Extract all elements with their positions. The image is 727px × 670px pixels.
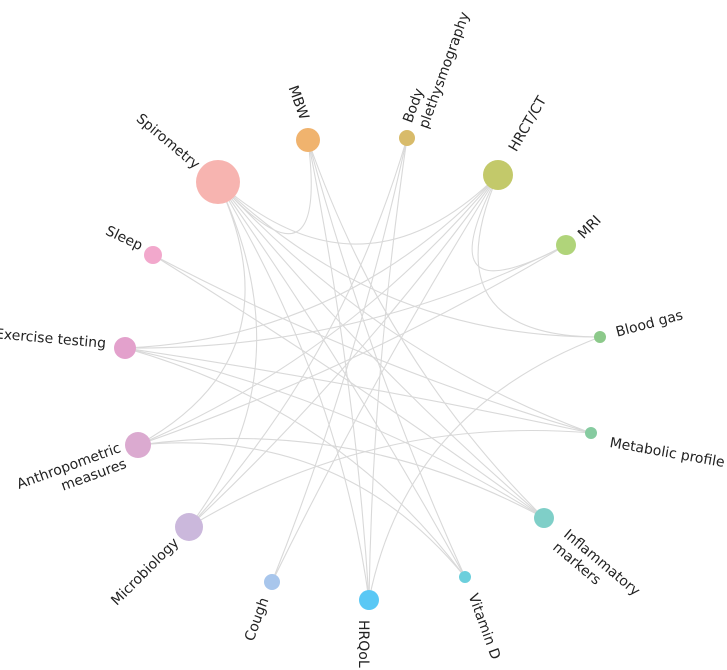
label-line: Vitamin D [465,592,504,662]
edge [307,139,466,578]
node [534,508,554,528]
node [125,432,151,458]
edge [188,181,258,528]
edge [217,174,499,245]
node [556,235,576,255]
edge [137,244,567,446]
edge [137,174,499,446]
node [585,427,597,439]
edge [124,347,545,519]
node [114,337,136,359]
edge [307,139,545,519]
node-label: Spirometry [133,111,203,173]
node [359,590,379,610]
node [175,513,203,541]
node-label: Metabolic profile [608,435,725,471]
node-label: HRQoL [355,620,371,668]
label-line: Spirometry [133,111,203,173]
edge [188,429,592,528]
edge [217,181,592,434]
node-label: HRCT/CT [506,93,551,154]
edge [152,254,592,434]
node-label: Blood gas [614,307,685,340]
node-label: MRI [575,213,605,243]
edge [368,137,408,601]
node [399,130,415,146]
node [594,331,606,343]
label-line: HRQoL [355,620,371,668]
node-label: Cough [242,596,272,644]
label-line: Blood gas [614,307,685,340]
edge [217,181,601,338]
label-line: plethysmography [416,10,473,131]
node-label: Exercise testing [0,326,107,352]
edge [188,137,408,528]
edge [217,181,545,519]
label-line: Microbiology [108,535,182,609]
edge [271,174,499,583]
label-line: MBW [285,84,312,123]
label-line: Cough [242,596,272,644]
node-label: Bodyplethysmography [400,4,473,131]
edge [124,244,567,349]
label-line: MRI [575,213,605,243]
edge [271,137,408,583]
edge [188,174,499,528]
node-label: Microbiology [108,535,182,609]
edge [124,174,499,349]
edge [137,181,246,446]
node-label: Inflammatorymarkers [549,527,642,613]
node-label: Sleep [103,223,145,254]
edge [124,347,466,578]
label-line: Metabolic profile [608,435,725,471]
node-label: Anthropometricmeasures [15,440,129,508]
label-line: HRCT/CT [506,93,551,154]
edge [124,347,592,434]
edge [217,181,466,578]
node [483,160,513,190]
label-line: Sleep [103,223,145,254]
label-line: Exercise testing [0,326,107,352]
edge [137,437,545,519]
node-label: MBW [285,84,312,123]
edge [477,174,601,338]
node [296,128,320,152]
node-label: Vitamin D [465,592,504,662]
node [196,160,240,204]
edge [368,336,601,601]
edge [137,442,466,578]
edge [307,139,370,601]
edge [152,254,545,519]
node [144,246,162,264]
edge [217,181,370,601]
node [459,571,471,583]
node [264,574,280,590]
